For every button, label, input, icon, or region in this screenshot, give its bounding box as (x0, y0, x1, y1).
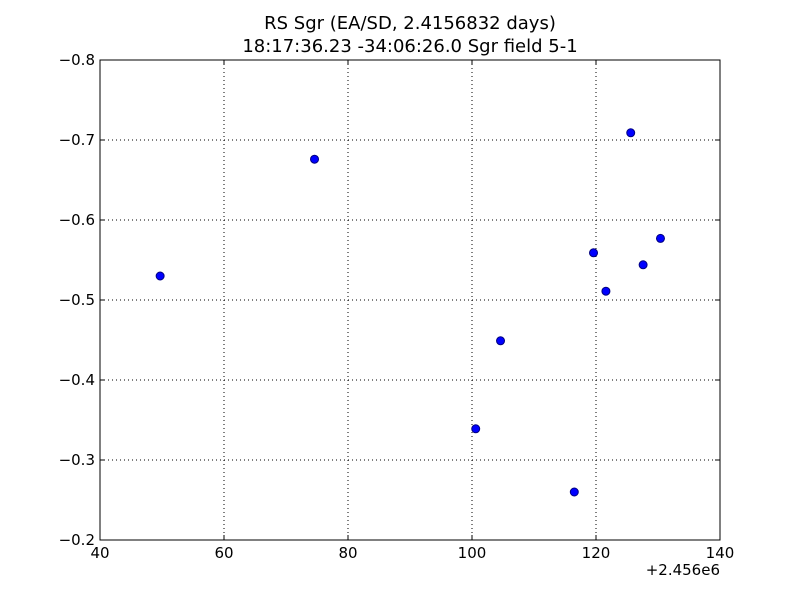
data-point (310, 154, 320, 164)
y-tick-label: −0.4 (59, 371, 95, 389)
y-tick-label: −0.2 (59, 531, 95, 549)
x-tick-label: 80 (338, 544, 357, 562)
data-points (155, 128, 665, 497)
plot-frame (99, 59, 721, 541)
chart-title-line2: 18:17:36.23 -34:06:26.0 Sgr field 5-1 (242, 36, 577, 57)
data-point (471, 424, 481, 434)
y-tick-label: −0.5 (59, 291, 95, 309)
data-point (155, 271, 165, 281)
y-tick-label: −0.6 (59, 211, 95, 229)
chart-title-line1: RS Sgr (EA/SD, 2.4156832 days) (264, 13, 556, 34)
x-tick-label: 120 (582, 544, 611, 562)
x-tick-label: 60 (214, 544, 233, 562)
ticks: 40 60 80 100 120 140 −0.2 −0.3 −0.4 −0.5 −0.6 −0.7 −… (59, 51, 735, 562)
data-point (496, 336, 506, 346)
data-point (589, 248, 599, 258)
x-tick-label: 140 (706, 544, 735, 562)
x-tick-label: 40 (90, 544, 109, 562)
grid (100, 60, 720, 540)
x-tick-label: 100 (458, 544, 487, 562)
data-point (569, 487, 579, 497)
y-tick-label: −0.3 (59, 451, 95, 469)
data-point (626, 128, 636, 138)
data-point (655, 233, 665, 243)
data-point (601, 286, 611, 296)
y-tick-label: −0.8 (59, 51, 95, 69)
data-point (638, 260, 648, 270)
x-offset-label: +2.456e6 (646, 561, 720, 579)
y-tick-label: −0.7 (59, 131, 95, 149)
